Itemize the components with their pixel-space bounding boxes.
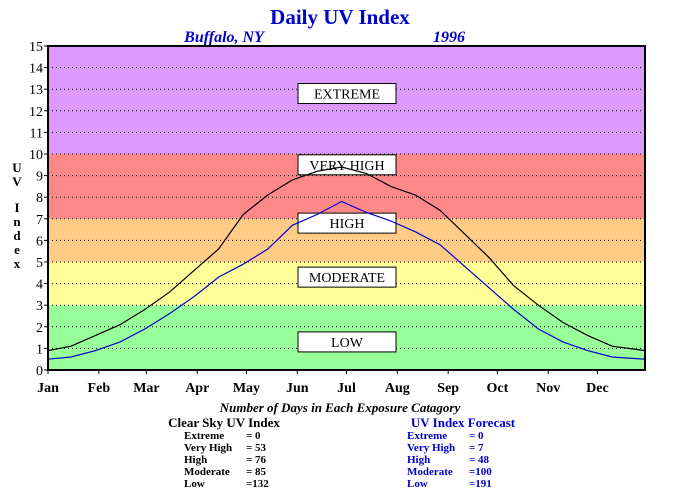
band-label-high: HIGH	[330, 217, 365, 232]
x-tick-label: Sep	[437, 381, 459, 396]
clear-sky-title: Clear Sky UV Index	[168, 415, 280, 430]
y-tick-label: 9	[36, 170, 43, 185]
clear-sky-row-label: Low	[184, 478, 205, 490]
forecast-counts: Extreme = 0 Very High = 7 High = 48 Moderate =1…	[407, 430, 492, 490]
forecast-row-label: Low	[407, 478, 428, 490]
y-tick-label: 12	[29, 105, 43, 120]
y-tick-label: 14	[29, 62, 43, 77]
band-label-box-extreme	[297, 83, 397, 105]
clear-sky-counts: Extreme = 0 Very High = 53 High = 76 Moderate =…	[184, 430, 269, 490]
forecast-row-label: Extreme	[407, 430, 447, 442]
y-tick-label: 6	[36, 234, 43, 249]
clear-sky-row-value: = 53	[246, 442, 267, 454]
clear-sky-row-label: Very High	[184, 442, 232, 454]
subtitle-location: Buffalo, NY	[183, 29, 265, 46]
x-tick-label: Jul	[337, 381, 356, 396]
clear-sky-row-value: = 0	[246, 430, 261, 442]
forecast-title: UV Index Forecast	[411, 415, 516, 430]
y-tick-label: 15	[29, 40, 43, 55]
forecast-row-value: =100	[469, 466, 492, 478]
x-tick-label: Jun	[286, 381, 309, 396]
clear-sky-row-label: High	[184, 454, 207, 466]
x-tick-label: Jan	[37, 381, 59, 396]
band-label-box-moderate	[297, 266, 397, 288]
x-tick-label: Mar	[133, 381, 159, 396]
y-tick-label: 2	[36, 321, 43, 336]
x-tick-label: Apr	[185, 381, 209, 396]
chart-title: Daily UV Index	[270, 5, 410, 29]
subtitle-year: 1996	[433, 29, 465, 46]
band-label-extreme: EXTREME	[314, 88, 380, 103]
clear-sky-row-label: Moderate	[184, 466, 230, 478]
clear-sky-row-value: = 76	[246, 454, 267, 466]
y-tick-label: 11	[30, 126, 43, 141]
y-tick-label: 3	[36, 299, 43, 314]
y-tick-label: 0	[36, 364, 43, 379]
x-tick-label: Feb	[88, 381, 111, 396]
series-lines	[47, 166, 646, 360]
forecast-row-value: = 48	[469, 454, 490, 466]
x-tick-label: Nov	[536, 381, 560, 396]
x-tick-label: Oct	[487, 381, 509, 396]
x-axis: Jan Feb Mar Apr May Jun Jul Aug Sep Oct Nov Dec	[37, 370, 609, 396]
series-clear-sky	[47, 166, 646, 352]
y-tick-label: 1	[36, 342, 43, 357]
band-label-low: LOW	[331, 336, 364, 351]
x-tick-label: May	[233, 381, 260, 396]
forecast-row-value: =191	[469, 478, 492, 490]
x-tick-label: Aug	[385, 381, 410, 396]
forecast-row-label: Very High	[407, 442, 455, 454]
band-label-very-high: VERY HIGH	[309, 159, 384, 174]
band-label-moderate: MODERATE	[309, 271, 385, 286]
clear-sky-row-value: = 85	[246, 466, 267, 478]
summary-heading: Number of Days in Each Exposure Catagory	[219, 400, 461, 415]
band-label-box-low	[297, 331, 397, 353]
forecast-row-label: Moderate	[407, 466, 453, 478]
forecast-row-value: = 7	[469, 442, 484, 454]
y-tick-label: 10	[29, 148, 43, 163]
y-tick-label: 13	[29, 83, 43, 98]
forecast-row-label: High	[407, 454, 430, 466]
series-forecast	[47, 200, 646, 360]
clear-sky-row-label: Extreme	[184, 430, 224, 442]
x-tick-label: Dec	[586, 381, 609, 396]
y-tick-label: 7	[36, 213, 43, 228]
forecast-row-value: = 0	[469, 430, 484, 442]
clear-sky-row-value: =132	[246, 478, 269, 490]
y-tick-label: 5	[36, 256, 43, 271]
y-tick-label: 8	[36, 191, 43, 206]
y-tick-label: 4	[36, 278, 43, 293]
